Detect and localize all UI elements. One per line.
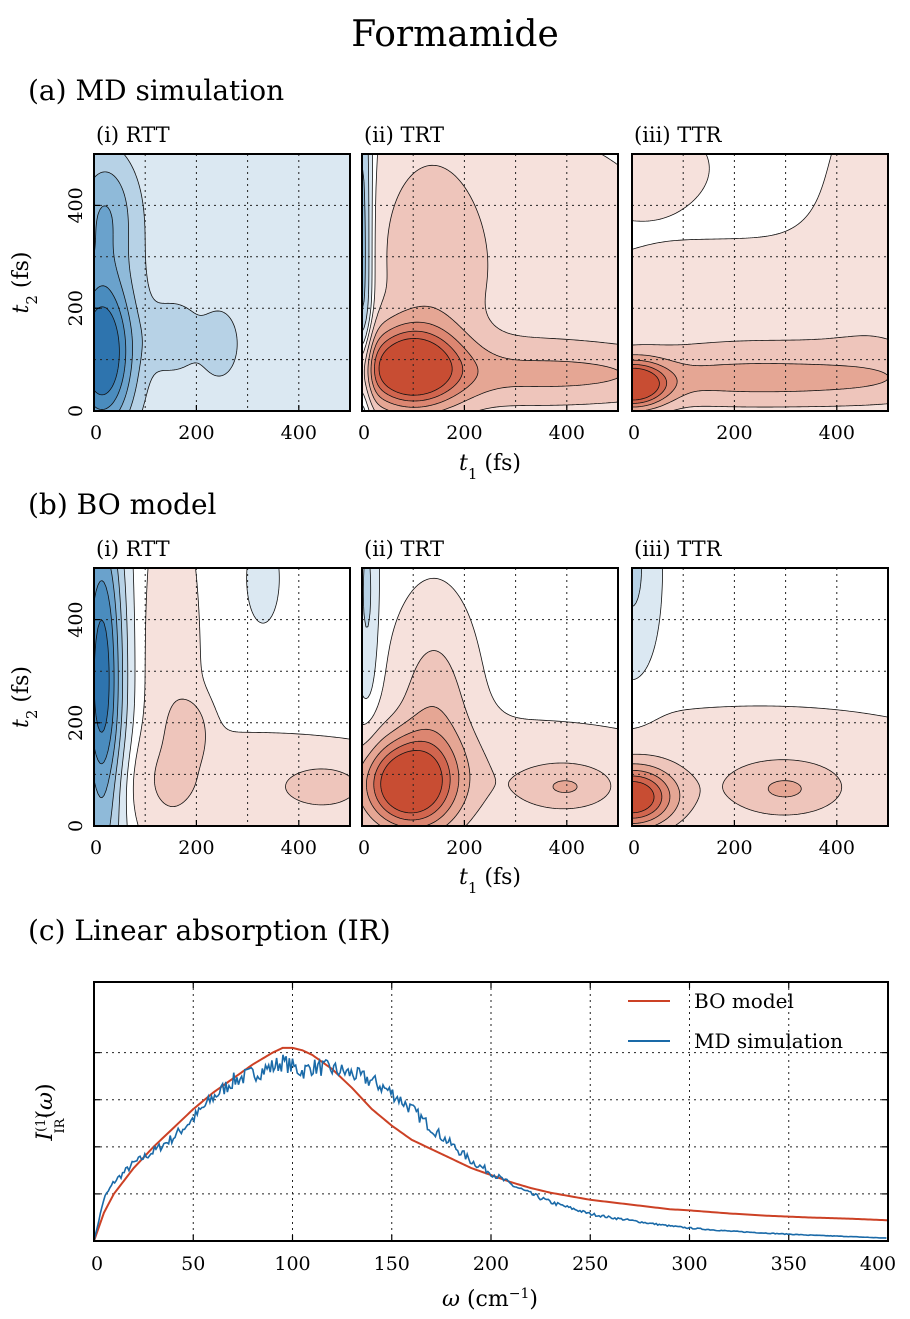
y-tick-label: 200 bbox=[65, 705, 87, 741]
grid-b-ii bbox=[362, 568, 618, 826]
y-tick-label: 400 bbox=[65, 187, 87, 223]
x-tick-label: 0 bbox=[628, 422, 640, 444]
contour-field-a-i bbox=[94, 154, 350, 411]
ir-spectrum-chart: 0 50 100 150 200 250 300 350 400 ω (cm−1) I(1) IR(ω… bbox=[33, 981, 896, 1312]
grid-a-ii bbox=[362, 154, 618, 411]
panel-title-b-iii: (iii) TTR bbox=[634, 537, 723, 561]
legend-label-md-simulation: MD simulation bbox=[694, 1029, 843, 1053]
x-tick-label: 400 bbox=[860, 1253, 896, 1275]
contour-panel-b-ii: (ii) TRT 0 200 400 bbox=[358, 537, 619, 859]
x-tick-label: 400 bbox=[281, 837, 317, 859]
x-axis-label-row-b: t1 (fs) bbox=[459, 865, 521, 897]
grid-a-i bbox=[94, 154, 350, 411]
y-axis-label: t2 (fs) bbox=[9, 666, 41, 728]
contour-field-b-iii bbox=[632, 568, 888, 826]
legend-label-bo-model: BO model bbox=[694, 989, 794, 1013]
panel-frame-a-i bbox=[93, 153, 351, 412]
panel-title-b-i: (i) RTT bbox=[96, 537, 170, 561]
x-tick-label: 400 bbox=[819, 422, 855, 444]
x-tick-label: 0 bbox=[358, 422, 370, 444]
x-tick-label: 0 bbox=[91, 1253, 103, 1275]
x-tick-label: 0 bbox=[628, 837, 640, 859]
figure-title: Formamide bbox=[351, 14, 559, 55]
x-tick-label: 250 bbox=[572, 1253, 608, 1275]
contour-field-b-i bbox=[94, 568, 350, 826]
x-axis-label-row-a: t1 (fs) bbox=[459, 451, 521, 483]
panel-frame-b-ii bbox=[361, 567, 619, 827]
contour-panel-b-iii: (iii) TTR 0 200 400 bbox=[628, 537, 889, 859]
panel-title-b-ii: (ii) TRT bbox=[364, 537, 444, 561]
grid-b-iii bbox=[632, 568, 888, 826]
section-b-title: (b) BO model bbox=[28, 488, 217, 521]
contour-panel-a-i: (i) RTT 0 200 400 0 200 400 t2 (fs) bbox=[9, 123, 351, 444]
x-tick-label: 0 bbox=[90, 422, 102, 444]
x-tick-label: 350 bbox=[771, 1253, 807, 1275]
x-tick-label: 0 bbox=[358, 837, 370, 859]
x-tick-label: 400 bbox=[819, 837, 855, 859]
x-tick-label: 300 bbox=[671, 1253, 707, 1275]
contour-field-a-ii bbox=[362, 154, 618, 411]
section-c-title: (c) Linear absorption (IR) bbox=[28, 914, 391, 947]
contour-panel-a-ii: (ii) TRT 0 200 400 bbox=[358, 123, 619, 444]
panel-frame-b-iii bbox=[631, 567, 889, 827]
x-tick-label: 400 bbox=[549, 837, 585, 859]
y-tick-label: 0 bbox=[65, 405, 87, 417]
y-tick-label: 400 bbox=[65, 601, 87, 637]
x-tick-label: 200 bbox=[178, 422, 214, 444]
grid-b-i bbox=[94, 568, 350, 826]
x-tick-label: 0 bbox=[90, 837, 102, 859]
panel-frame-a-iii bbox=[631, 153, 889, 412]
x-tick-label: 100 bbox=[274, 1253, 310, 1275]
x-axis-label: ω (cm−1) bbox=[442, 1286, 538, 1312]
panel-title-a-i: (i) RTT bbox=[96, 123, 170, 147]
x-tick-label: 400 bbox=[281, 422, 317, 444]
contour-field-a-iii bbox=[632, 154, 888, 411]
x-tick-label: 400 bbox=[549, 422, 585, 444]
x-tick-label: 50 bbox=[181, 1253, 205, 1275]
y-axis-label: I(1) IR(ω) bbox=[33, 1083, 68, 1141]
x-tick-label: 150 bbox=[374, 1253, 410, 1275]
spectrum-grid bbox=[94, 982, 888, 1241]
x-tick-label: 200 bbox=[178, 837, 214, 859]
contour-panel-a-iii: (iii) TTR 0 200 400 bbox=[628, 123, 889, 444]
panel-frame-a-ii bbox=[361, 153, 619, 412]
grid-a-iii bbox=[632, 154, 888, 411]
series-line-md-simulation bbox=[93, 1054, 887, 1242]
y-axis-label: t2 (fs) bbox=[9, 252, 41, 314]
panel-frame-b-i bbox=[93, 567, 351, 827]
contour-field-b-ii bbox=[362, 568, 618, 826]
x-tick-label: 200 bbox=[446, 837, 482, 859]
spectrum-frame bbox=[93, 981, 889, 1242]
x-tick-label: 200 bbox=[716, 422, 752, 444]
contour-panels: (i) RTT 0 200 400 0 200 400 t2 (fs) (ii) TRT 0 200… bbox=[9, 123, 889, 897]
section-a-title: (a) MD simulation bbox=[28, 74, 284, 107]
panel-title-a-iii: (iii) TTR bbox=[634, 123, 723, 147]
x-tick-label: 200 bbox=[473, 1253, 509, 1275]
panel-title-a-ii: (ii) TRT bbox=[364, 123, 444, 147]
y-tick-label: 200 bbox=[65, 290, 87, 326]
contour-panel-b-i: (i) RTT 0 200 400 0 200 400 t2 (fs) bbox=[9, 537, 351, 859]
x-tick-label: 200 bbox=[716, 837, 752, 859]
legend: BO model MD simulation bbox=[628, 989, 843, 1053]
x-tick-label: 200 bbox=[446, 422, 482, 444]
y-tick-label: 0 bbox=[65, 820, 87, 832]
